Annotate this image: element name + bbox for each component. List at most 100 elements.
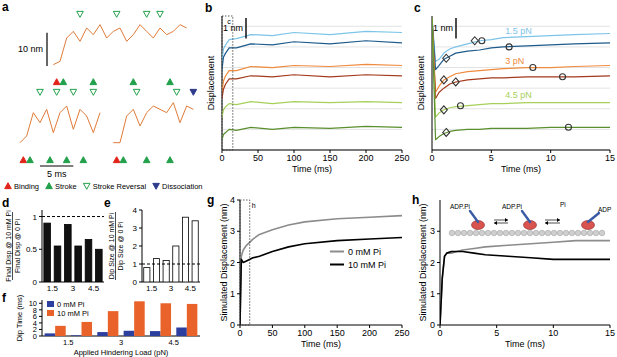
y-tick — [139, 246, 142, 247]
scale-bar-label: 1 nm — [223, 23, 243, 33]
legend-swatch — [330, 251, 344, 253]
event-marker — [120, 157, 127, 163]
series-line — [432, 18, 610, 92]
actin-bead — [485, 230, 491, 236]
event-marker — [37, 89, 44, 95]
zoom-label: h — [252, 202, 256, 209]
lever-arm — [522, 211, 530, 222]
actin-bead — [461, 230, 467, 236]
load-label: 3 pN — [505, 56, 524, 66]
diamond-marker — [471, 37, 478, 45]
x-tick-label: 3 — [71, 284, 76, 293]
x-tick-label: 5 — [489, 153, 494, 163]
legend-label: 0 mM Pi — [348, 247, 381, 257]
y-tick-label: 3 — [230, 226, 235, 236]
y-tick-label: 0 — [133, 278, 138, 287]
state-label: ADP.Pi — [450, 203, 470, 210]
event-marker — [173, 89, 180, 95]
grid-line — [432, 150, 610, 151]
x-tick-label: 3 — [119, 338, 123, 347]
y-axis-label: Simulated Displacement (nm) — [219, 203, 229, 321]
event-marker — [53, 89, 60, 95]
x-tick-label: 10 — [548, 328, 558, 338]
circle-marker — [506, 44, 512, 50]
event-marker — [143, 11, 150, 17]
reference-line — [142, 264, 200, 265]
legend-swatch — [330, 264, 344, 266]
y-tick-label: 1 — [33, 213, 38, 222]
panel-letter: b — [205, 1, 212, 15]
legend-marker — [5, 183, 12, 189]
load-label: 4.5 pN — [505, 90, 532, 100]
x-tick-label: 100 — [286, 153, 301, 163]
x-tick-label: 4.5 — [168, 338, 178, 347]
series-line — [222, 31, 402, 61]
series-line — [222, 126, 402, 139]
series-line — [432, 18, 610, 140]
y-tick-label: 1 — [133, 260, 138, 269]
y-tick-label: 0.5 — [26, 245, 38, 254]
x-axis — [240, 325, 402, 326]
bar — [71, 335, 82, 336]
actin-bead — [479, 230, 485, 236]
y-tick-label: 0 — [430, 320, 435, 330]
actin-bead — [521, 230, 527, 236]
y-tick — [237, 262, 240, 263]
event-marker — [157, 11, 164, 17]
actin-bead — [473, 230, 479, 236]
bar — [150, 331, 161, 336]
y-axis-label: Displacement — [206, 55, 216, 110]
actin-bead — [509, 230, 515, 236]
event-marker — [90, 89, 97, 95]
state-label: Pi — [560, 201, 566, 208]
legend-label: Binding — [14, 182, 39, 191]
bar — [82, 322, 93, 336]
x-tick-label: 3 — [169, 284, 174, 293]
event-marker — [77, 11, 84, 17]
y-tick-label: 4 — [230, 195, 235, 205]
y-axis-label: Displacement — [416, 55, 426, 110]
y-tick — [39, 249, 42, 250]
y-tick — [237, 325, 240, 326]
zoom-label: c — [227, 18, 231, 25]
actin-bead — [551, 230, 557, 236]
panel-letter: d — [2, 196, 9, 210]
diamond-marker — [440, 106, 447, 114]
bar — [65, 224, 72, 282]
plot-area — [440, 241, 610, 325]
y-tick — [437, 231, 440, 232]
actin-bead — [449, 230, 455, 236]
y-tick-label: 3 — [430, 226, 435, 236]
scale-bar-label: 5 ms — [47, 169, 67, 179]
plot-area — [144, 217, 199, 282]
panel-letter: g — [207, 193, 214, 207]
y-tick — [139, 264, 142, 265]
zoom-box — [240, 200, 250, 325]
state-label: ADP — [598, 206, 611, 213]
x-axis — [42, 282, 104, 283]
x-axis — [142, 282, 200, 283]
y-tick — [39, 329, 42, 330]
y-tick — [39, 216, 42, 217]
x-tick-label: 200 — [362, 328, 377, 338]
x-axis-label: Time (ms) — [292, 164, 332, 174]
x-tick-label: 1.5 — [63, 338, 73, 347]
scale-bar-label: 10 nm — [18, 44, 43, 54]
x-axis-label: Time (ms) — [501, 164, 541, 174]
load-label: 1.5 pN — [505, 26, 532, 36]
event-marker — [90, 79, 97, 85]
y-axis-label: Final Disp @ 0 Pi — [14, 218, 22, 273]
x-tick-label: 0 — [237, 328, 242, 338]
panel-letter: c — [414, 1, 421, 15]
circle-marker — [530, 65, 536, 71]
circle-marker — [560, 74, 566, 80]
bar — [75, 246, 82, 282]
fraction-line — [12, 212, 13, 280]
event-marker — [47, 157, 54, 163]
circle-marker — [457, 103, 463, 109]
panel-letter: e — [104, 196, 111, 210]
x-tick-label: 50 — [267, 328, 277, 338]
plot-area — [222, 31, 402, 139]
y-tick-label: 1 — [230, 289, 235, 299]
y-tick — [39, 282, 42, 283]
